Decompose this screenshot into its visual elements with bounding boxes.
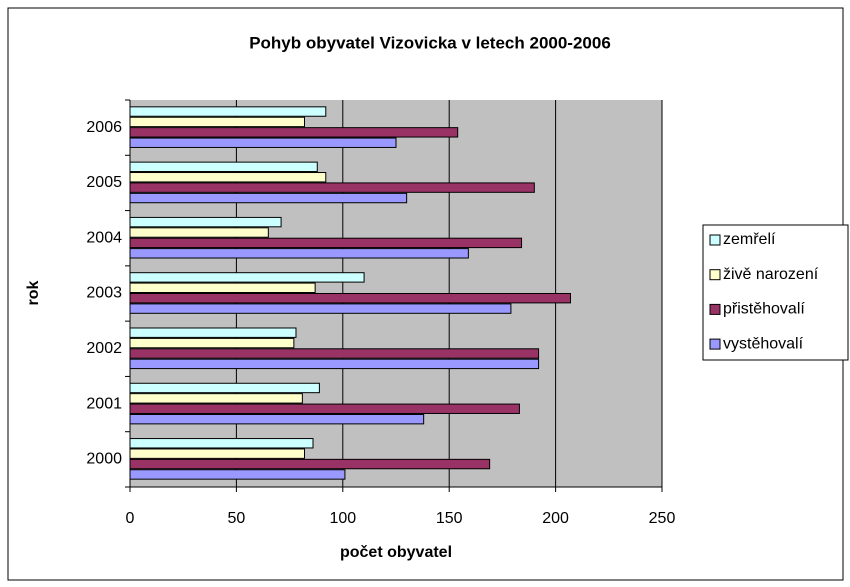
bar xyxy=(129,237,523,249)
legend-box xyxy=(702,224,849,361)
y-tick-label: 2006 xyxy=(86,119,122,136)
bar xyxy=(129,382,320,394)
bar xyxy=(129,327,297,338)
x-tick-label: 200 xyxy=(542,510,569,527)
bar xyxy=(129,303,512,314)
y-tick-label: 2003 xyxy=(86,285,122,302)
bar xyxy=(129,358,540,370)
legend-label: vystěhovalí xyxy=(723,335,804,352)
bar xyxy=(129,282,316,294)
x-tick-label: 100 xyxy=(329,510,356,527)
bar xyxy=(129,293,571,304)
bar xyxy=(129,337,295,349)
bar xyxy=(129,393,303,404)
x-tick-label: 250 xyxy=(649,510,676,527)
bar xyxy=(129,172,327,183)
legend-swatch xyxy=(709,234,721,246)
legend-label: přistěhovalí xyxy=(723,301,805,318)
bar xyxy=(129,192,408,204)
bar xyxy=(129,137,397,148)
bar xyxy=(129,448,305,459)
y-tick-label: 2004 xyxy=(86,229,122,246)
bar xyxy=(129,403,520,414)
bar xyxy=(129,161,318,173)
bar xyxy=(129,272,365,283)
chart-title: Pohyb obyvatel Vizovicka v letech 2000-2… xyxy=(249,33,611,52)
bar xyxy=(129,438,314,449)
bar xyxy=(129,127,459,138)
y-tick-label: 2005 xyxy=(86,174,122,191)
y-tick-label: 2001 xyxy=(86,395,122,412)
bar xyxy=(129,216,282,228)
bar xyxy=(129,413,425,425)
bar xyxy=(129,116,305,128)
bar xyxy=(129,106,327,117)
x-axis-label: počet obyvatel xyxy=(340,544,452,561)
legend-swatch xyxy=(709,338,721,350)
bar xyxy=(129,227,269,238)
y-tick-label: 2002 xyxy=(86,340,122,357)
y-axis-label: rok xyxy=(25,280,42,305)
x-tick-label: 50 xyxy=(228,510,246,527)
legend-label: zemřelí xyxy=(723,231,776,248)
bar xyxy=(129,458,491,470)
bar xyxy=(129,469,346,480)
y-tick-label: 2000 xyxy=(86,451,122,468)
x-tick-label: 0 xyxy=(126,510,135,527)
bar xyxy=(129,182,535,193)
legend-swatch xyxy=(709,303,721,315)
bar xyxy=(129,348,540,359)
x-tick-label: 150 xyxy=(436,510,463,527)
legend-label: živě narození xyxy=(723,266,819,283)
legend-swatch xyxy=(709,269,721,281)
bar xyxy=(129,248,469,259)
